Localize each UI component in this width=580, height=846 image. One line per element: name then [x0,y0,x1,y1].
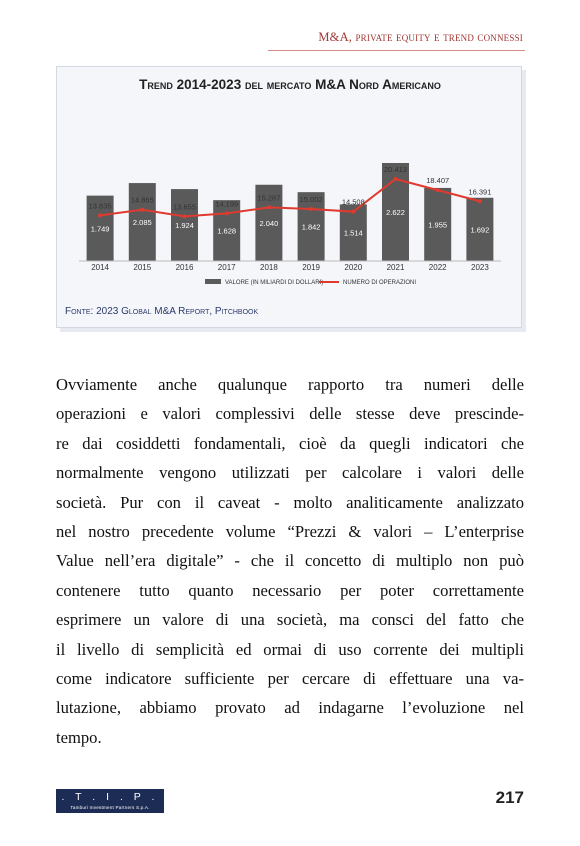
x-tick-label: 2019 [302,263,320,272]
logo-mark: . T . I . P . [61,791,159,803]
line-value-label: 18.407 [426,176,449,185]
body-line: Value nell’era digitale” - che il concet… [56,551,524,571]
x-tick-label: 2023 [471,263,489,272]
line-point [309,206,314,211]
header-rule [268,50,525,51]
body-line: esprimere un valore di una società, ma c… [56,610,524,630]
bar-value-label: 1.692 [471,225,490,234]
bar-value-label: 1.628 [217,227,236,236]
legend-label-bars: VALORE (IN MILIARDI DI DOLLARI) [225,280,323,286]
x-tick-label: 2017 [218,263,236,272]
legend-swatch-bars [205,279,221,284]
body-line: re dai cosiddetti fondamentali, cioè da … [56,433,524,453]
body-paragraph: Ovviamente anche qualunque rapporto tra … [56,370,524,752]
chart-figure: Trend 2014-2023 del mercato M&A Nord Ame… [56,66,526,332]
line-point [477,199,482,204]
bar-value-label: 1.924 [175,221,194,230]
bar [339,204,367,261]
x-tick-label: 2015 [133,263,151,272]
page-number: 217 [495,788,524,807]
bar [424,187,452,261]
body-line: il livello di semplicità ed ormai di uso… [56,639,524,659]
line-value-label: 14.508 [342,198,365,207]
tip-logo: . T . I . P . Tamburi Investment Partner… [56,789,164,813]
x-tick-label: 2022 [429,263,447,272]
bar [171,189,198,261]
line-value-label: 13.835 [89,201,112,210]
bar [255,184,283,261]
x-tick-label: 2021 [387,263,405,272]
body-line: tempo. [56,727,102,747]
bar-value-label: 1.842 [302,223,321,232]
bar-value-label: 1.749 [91,224,110,233]
bar-value-label: 1.514 [344,229,363,238]
body-line: Ovviamente anche qualunque rapporto tra … [56,375,524,394]
bar [213,200,241,261]
line-point [266,205,271,210]
x-tick-label: 2014 [91,263,109,272]
line-value-label: 13.655 [173,202,196,211]
line-value-label: 15.287 [257,193,280,202]
line-value-label: 15.002 [300,195,323,204]
body-line: nel nostro precedente volume “Prezzi & v… [56,522,524,542]
bar-value-label: 2.040 [260,219,279,228]
x-tick-label: 2020 [344,263,362,272]
line-point [98,213,103,218]
x-tick-label: 2018 [260,263,278,272]
legend-label-line: NUMERO DI OPERAZIONI [343,280,416,286]
line-point [140,207,145,212]
bar [297,192,325,261]
line-series-operations [99,177,481,218]
body-line: normalmente vengono utilizzati per calco… [56,463,524,483]
bar-value-label: 2.622 [386,208,405,217]
line-point [435,188,440,193]
running-head: M&A, private equity e trend connessi [318,30,523,44]
bar-value-label: 1.955 [428,220,447,229]
line-point [393,177,398,181]
line-value-label: 14.865 [131,196,154,205]
line-point [351,209,356,214]
logo-subtitle: Tamburi Investment Partners S.p.A. [70,805,150,810]
bar [128,183,156,261]
body-line: contenere tutto quanto necessario per po… [56,580,524,600]
x-tick-label: 2016 [176,263,194,272]
bar [86,195,114,261]
bar [466,197,494,261]
bar-value-label: 2.085 [133,218,152,227]
body-line: società. Pur con il caveat - molto anali… [56,492,524,512]
body-line: come indicatore sufficiente per cercare … [56,669,524,689]
chart-title: Trend 2014-2023 del mercato M&A Nord Ame… [139,77,441,92]
ma-trend-chart: 1.749 2.085 1.924 1.628 2.040 1.842 1.514 2.622… [79,163,501,286]
body-line: lutazione, abbiamo provato ad indagarne … [56,698,524,718]
line-value-label: 16.391 [468,187,491,196]
line-point [224,211,229,216]
line-value-label: 20.413 [384,165,407,174]
body-line: operazioni e valori complessivi delle st… [56,404,524,424]
line-point [182,214,187,219]
line-value-label: 14.199 [215,199,238,208]
chart-source: Fonte: 2023 Global M&A Report, Pitchbook [65,306,259,317]
